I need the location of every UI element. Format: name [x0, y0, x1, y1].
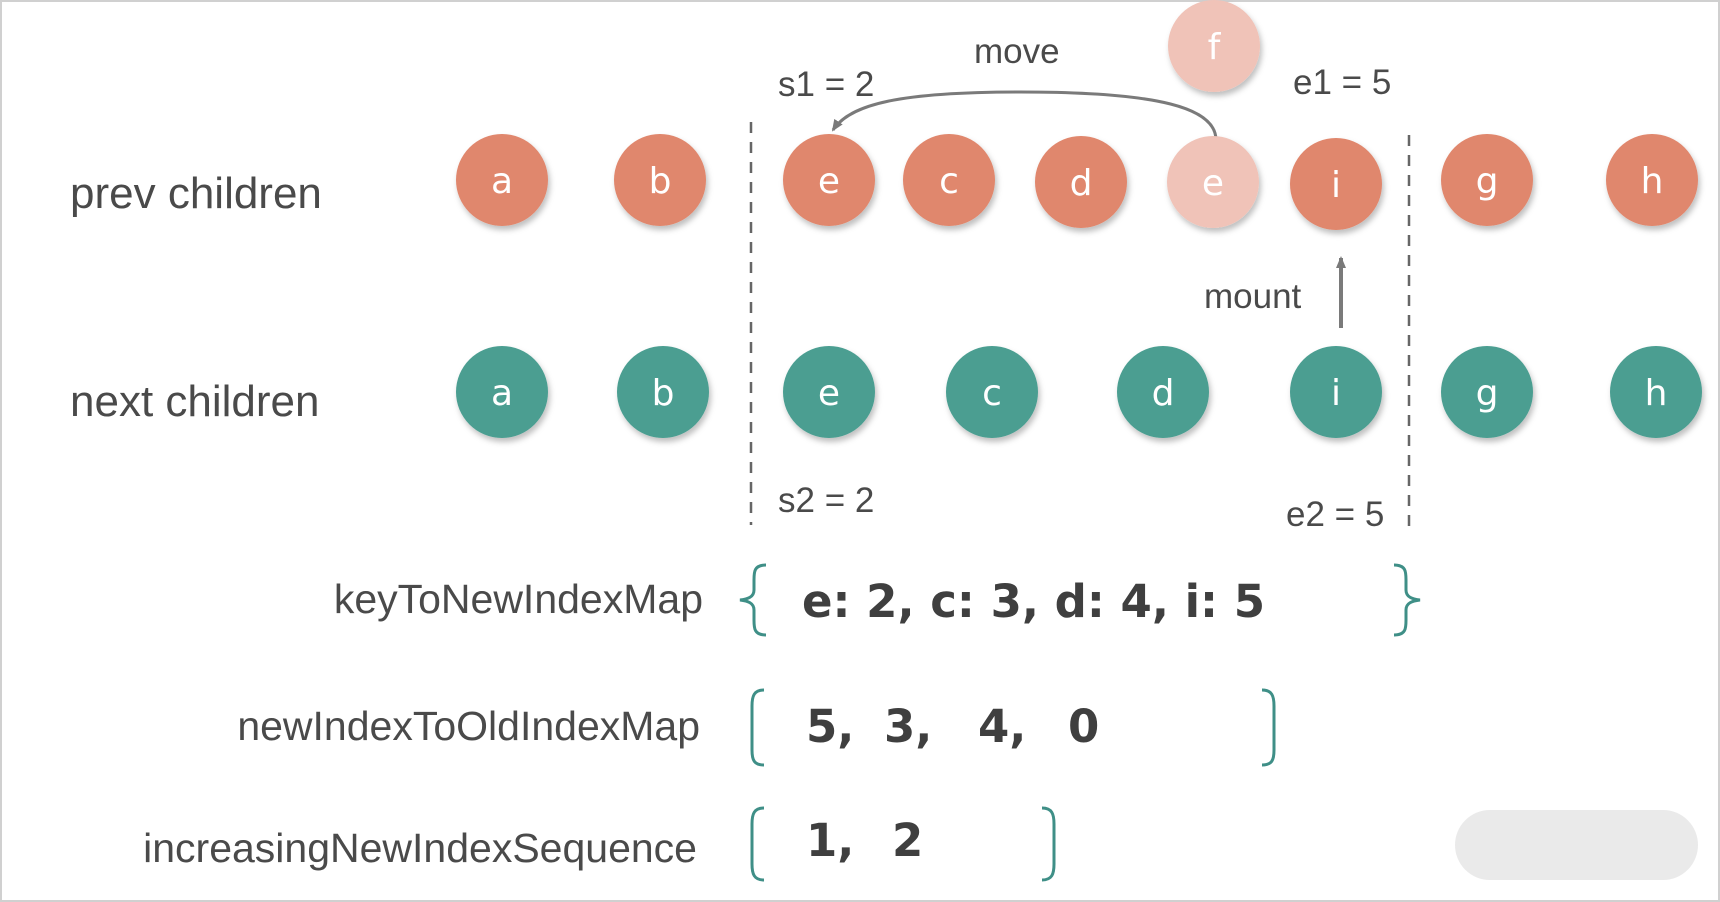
right-bracket	[1261, 688, 1276, 767]
node-circle	[1290, 138, 1382, 230]
next-node-d: d	[1117, 346, 1209, 438]
removed-node-f: f	[1168, 0, 1260, 92]
node-circle	[1610, 346, 1702, 438]
node-key: i	[1331, 165, 1341, 206]
node-circle	[1290, 346, 1382, 438]
s2-marker: s2 = 2	[778, 481, 874, 520]
node-circle	[783, 134, 875, 226]
node-circle	[946, 346, 1038, 438]
next-node-i: i	[1290, 346, 1382, 438]
node-key: e	[818, 161, 840, 202]
prev-node-g: g	[1441, 134, 1533, 226]
map-value: 0	[1068, 700, 1099, 753]
map-value: 5,	[806, 700, 854, 753]
node-key: b	[649, 161, 672, 202]
node-circle	[1117, 346, 1209, 438]
node-circle	[456, 346, 548, 438]
e2-marker: e2 = 5	[1286, 495, 1384, 534]
prev-node-i: i	[1290, 138, 1382, 230]
sequence-value: 1,	[806, 814, 854, 867]
left-bracket	[750, 688, 765, 767]
node-key: i	[1331, 373, 1341, 414]
prev-node-a: a	[456, 134, 548, 226]
right-bracket	[1041, 806, 1056, 882]
prev-node-b: b	[614, 134, 706, 226]
node-circle	[1441, 134, 1533, 226]
node-key: c	[982, 373, 1002, 414]
move-label: move	[974, 32, 1060, 71]
node-circle	[456, 134, 548, 226]
next-node-h: h	[1610, 346, 1702, 438]
map-value: 3,	[884, 700, 932, 753]
next-children-label: next children	[70, 377, 319, 426]
new-index-to-old-index-map-label: newIndexToOldIndexMap	[237, 703, 700, 749]
node-key: f	[1208, 27, 1222, 68]
node-key: e	[818, 373, 840, 414]
node-key: g	[1476, 161, 1499, 202]
right-curly-brace	[1393, 563, 1421, 637]
next-node-b: b	[617, 346, 709, 438]
left-curly-brace	[739, 563, 767, 637]
prev-node-e: e	[783, 134, 875, 226]
next-node-e: e	[783, 346, 875, 438]
next-node-g: g	[1441, 346, 1533, 438]
e1-marker: e1 = 5	[1293, 63, 1391, 102]
node-key: c	[939, 161, 959, 202]
node-circle	[783, 346, 875, 438]
node-circle	[1167, 136, 1259, 228]
node-circle	[1606, 134, 1698, 226]
node-circle	[903, 134, 995, 226]
node-circle	[1168, 0, 1260, 92]
node-key: a	[491, 373, 513, 414]
prev-node-h: h	[1606, 134, 1698, 226]
prev-children-label: prev children	[70, 169, 322, 218]
node-key: e	[1202, 163, 1224, 204]
new-index-to-old-index-values: 5, 3, 4, 0	[806, 700, 1099, 753]
node-key: d	[1152, 373, 1175, 414]
node-key: h	[1645, 373, 1668, 414]
mount-label: mount	[1204, 277, 1302, 316]
increasing-sequence-values: 1, 2	[806, 814, 923, 867]
key-to-new-index-map-values: e: 2, c: 3, d: 4, i: 5	[802, 575, 1265, 628]
move-arrow	[831, 90, 1218, 141]
s1-marker: s1 = 2	[778, 65, 874, 104]
node-circle	[1441, 346, 1533, 438]
key-to-new-index-map-label: keyToNewIndexMap	[334, 576, 703, 622]
prev-node-d: d	[1035, 136, 1127, 228]
map-value: 4,	[978, 700, 1026, 753]
prev-node-c: c	[903, 134, 995, 226]
next-node-a: a	[456, 346, 548, 438]
node-key: d	[1070, 163, 1093, 204]
node-circle	[617, 346, 709, 438]
left-bracket	[750, 806, 765, 882]
node-key: a	[491, 161, 513, 202]
node-circle	[614, 134, 706, 226]
node-key: h	[1641, 161, 1664, 202]
sequence-value: 2	[892, 814, 923, 867]
next-node-c: c	[946, 346, 1038, 438]
node-key: g	[1476, 373, 1499, 414]
node-circle	[1035, 136, 1127, 228]
prev-node-e: e	[1167, 136, 1259, 228]
removed-node-group: f	[1168, 0, 1260, 92]
node-key: b	[652, 373, 675, 414]
watermark-blur	[1455, 810, 1698, 880]
increasing-new-index-sequence-label: increasingNewIndexSequence	[143, 825, 697, 871]
